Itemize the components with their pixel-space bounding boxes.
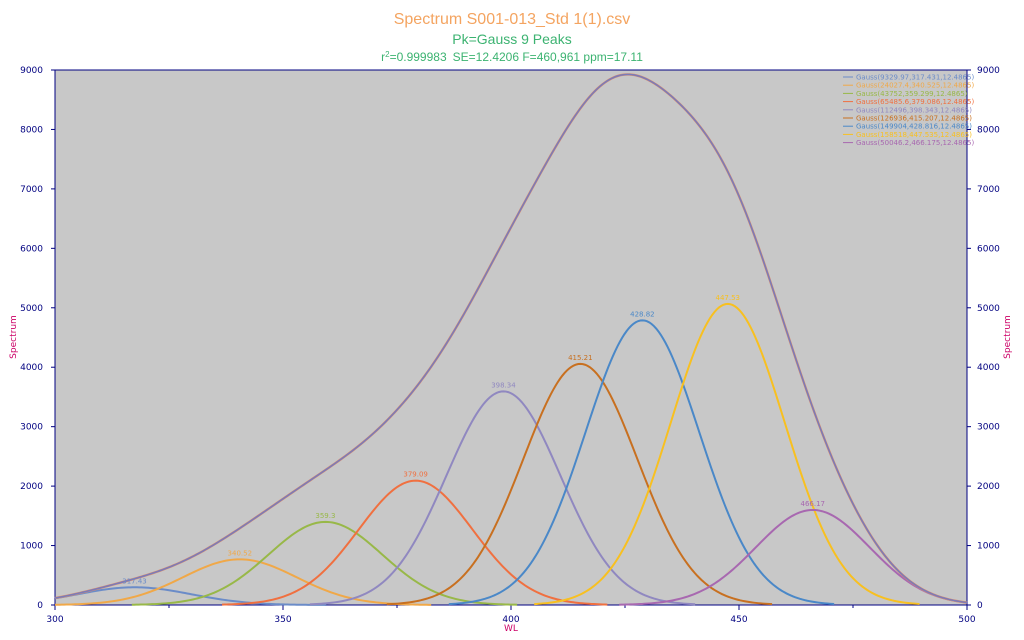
legend-entry: Gauss(50046.2,466.175,12.4865): [856, 139, 974, 147]
x-tick-label: 350: [274, 615, 291, 625]
y-tick-label-left: 9000: [20, 66, 43, 76]
peak-center-label: 317.43: [122, 577, 147, 585]
peak-curve: [448, 319, 835, 606]
y-tick-label-right: 5000: [977, 304, 1000, 314]
x-tick-label: 400: [502, 615, 519, 625]
peak-labels: 317.43 340.52 359.3 379.09 398.34 415.21 428.8…: [122, 294, 825, 585]
x-tick-label: 450: [730, 615, 747, 625]
y-tick-label-left: 0: [37, 601, 43, 611]
y-tick-label-right: 7000: [977, 185, 1000, 195]
peak-curve: [131, 520, 518, 606]
r2-superscript: 2: [385, 50, 390, 59]
fit-stats-rest: SE=12.4206 F=460,961 ppm=17.11: [453, 50, 644, 64]
legend-entry: Gauss(9329.97,317.431,12.4865): [856, 74, 974, 82]
y-tick-label-right: 2000: [977, 482, 1000, 492]
y-tick-label-right: 6000: [977, 244, 1000, 254]
peak-curve: [534, 302, 920, 606]
y-tick-label-left: 7000: [20, 185, 43, 195]
r2-value: =0.999983: [390, 50, 447, 64]
y-tick-label-right: 0: [977, 601, 983, 611]
chart-subtitle: Pk=Gauss 9 Peaks: [452, 31, 571, 47]
y-tick-label-right: 1000: [977, 542, 1000, 552]
peak-center-label: 415.21: [568, 354, 593, 362]
peak-curve: [222, 479, 608, 606]
y-tick-label-right: 9000: [977, 66, 1000, 76]
y-axis-left: 0 1000 2000 3000 4000 5000 6000 7000 8000 9000: [20, 66, 55, 611]
y-tick-label-left: 5000: [20, 304, 43, 314]
legend-entry: Gauss(24027.4,340.525,12.4865): [856, 82, 974, 90]
y-axis-label-left: Spectrum: [9, 315, 19, 359]
y-tick-label-left: 2000: [20, 482, 43, 492]
chart-title: Spectrum S001-013_Std 1(1).csv: [394, 11, 631, 28]
r2-label: r: [381, 50, 385, 64]
fit-statistics: r2=0.999983 SE=12.4206 F=460,961 ppm=17.1…: [381, 50, 643, 64]
y-tick-label-left: 6000: [20, 244, 43, 254]
y-tick-label-right: 3000: [977, 423, 1000, 433]
peak-center-label: 447.53: [716, 294, 741, 302]
y-axis-label-right: Spectrum: [1003, 315, 1013, 359]
peak-curve: [386, 362, 773, 606]
plot-area: [54, 69, 968, 606]
y-tick-label-right: 8000: [977, 125, 1000, 135]
legend-entry: Gauss(126936,415.207,12.4865): [856, 115, 972, 123]
legend-entry: Gauss(65485.6,379.086,12.4865): [856, 98, 974, 106]
peak-center-label: 379.09: [403, 471, 428, 479]
peak-center-label: 398.34: [491, 381, 516, 389]
peak-curve: [619, 508, 966, 606]
y-tick-label-left: 8000: [20, 125, 43, 135]
peak-curve: [309, 390, 696, 606]
peak-curve: [54, 558, 432, 606]
y-tick-label-left: 4000: [20, 363, 43, 373]
x-axis: 300 350 400 450 500: [46, 605, 976, 625]
y-axis-right: 0 1000 2000 3000 4000 5000 6000 7000 8000 9000: [967, 66, 1000, 611]
legend-entry: Gauss(43752,359.299,12.4865): [856, 90, 968, 98]
peak-curves: [54, 302, 966, 606]
peak-center-label: 359.3: [315, 512, 335, 520]
peak-curve: [54, 586, 327, 606]
y-tick-label-right: 4000: [977, 363, 1000, 373]
peak-center-label: 466.17: [801, 500, 826, 508]
sum-curve: [54, 73, 968, 604]
x-tick-label: 500: [958, 615, 975, 625]
fitted-sum: [54, 73, 968, 604]
x-axis-label: WL: [504, 624, 518, 634]
peak-center-label: 428.82: [630, 310, 655, 318]
legend-entry: Gauss(112496,398.343,12.4865): [856, 106, 972, 114]
y-tick-label-left: 1000: [20, 542, 43, 552]
y-tick-label-left: 3000: [20, 423, 43, 433]
x-tick-label: 300: [46, 615, 63, 625]
legend: Gauss(9329.97,317.431,12.4865)Gauss(2402…: [843, 74, 974, 147]
peak-center-label: 340.52: [228, 549, 253, 557]
legend-entry: Gauss(158518,447.535,12.4865): [856, 131, 972, 139]
legend-entry: Gauss(149904,428.816,12.4865): [856, 123, 972, 131]
